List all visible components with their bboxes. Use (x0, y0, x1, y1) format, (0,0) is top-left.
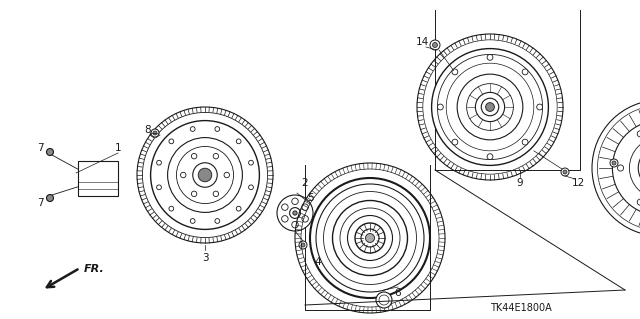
Circle shape (452, 139, 458, 145)
Text: 3: 3 (202, 253, 208, 263)
Circle shape (177, 146, 234, 204)
Text: 9: 9 (516, 178, 524, 188)
Circle shape (537, 104, 543, 110)
Circle shape (430, 40, 440, 50)
Circle shape (157, 160, 161, 165)
Circle shape (191, 153, 197, 159)
Text: 2: 2 (301, 178, 308, 188)
Circle shape (610, 159, 618, 167)
Circle shape (481, 98, 499, 116)
Circle shape (236, 139, 241, 144)
Circle shape (198, 168, 212, 182)
Circle shape (365, 234, 374, 242)
Circle shape (191, 191, 197, 197)
Circle shape (151, 129, 159, 137)
Circle shape (612, 161, 616, 165)
Circle shape (637, 199, 640, 205)
Circle shape (277, 195, 313, 231)
Circle shape (168, 137, 243, 212)
Circle shape (292, 221, 298, 228)
Circle shape (282, 216, 288, 222)
Circle shape (153, 131, 157, 135)
Circle shape (190, 219, 195, 223)
Circle shape (190, 127, 195, 131)
Circle shape (487, 154, 493, 160)
Circle shape (213, 191, 219, 197)
Circle shape (299, 241, 307, 249)
Circle shape (637, 131, 640, 137)
Circle shape (379, 295, 389, 305)
Text: 8: 8 (145, 125, 151, 135)
Circle shape (213, 153, 219, 159)
Circle shape (180, 172, 186, 178)
Circle shape (361, 229, 379, 247)
Circle shape (169, 206, 173, 211)
Text: 4: 4 (315, 257, 321, 267)
Circle shape (310, 178, 430, 298)
Circle shape (302, 204, 308, 211)
Circle shape (563, 170, 567, 174)
Bar (78, 160, 118, 196)
Circle shape (376, 292, 392, 308)
Circle shape (169, 139, 173, 144)
Circle shape (47, 149, 54, 155)
Text: 5: 5 (307, 193, 314, 203)
Text: 14: 14 (415, 37, 429, 47)
Circle shape (433, 42, 438, 48)
Circle shape (215, 219, 220, 223)
Circle shape (157, 185, 161, 190)
Text: 7: 7 (36, 143, 44, 153)
Circle shape (438, 104, 444, 110)
Text: 1: 1 (115, 143, 122, 153)
Text: 7: 7 (36, 198, 44, 208)
Circle shape (355, 223, 385, 253)
Circle shape (522, 139, 528, 145)
Circle shape (47, 195, 54, 202)
Circle shape (224, 172, 230, 178)
Circle shape (561, 168, 569, 176)
Circle shape (282, 204, 288, 211)
Circle shape (301, 243, 305, 247)
Text: 12: 12 (572, 178, 584, 188)
Circle shape (452, 69, 458, 75)
Circle shape (193, 163, 217, 187)
Circle shape (236, 206, 241, 211)
Circle shape (290, 208, 300, 219)
Text: 6: 6 (395, 288, 401, 298)
Text: TK44E1800A: TK44E1800A (490, 303, 552, 313)
Circle shape (248, 185, 253, 190)
Circle shape (150, 121, 259, 229)
Circle shape (215, 127, 220, 131)
Circle shape (487, 55, 493, 60)
Circle shape (248, 160, 253, 165)
Circle shape (612, 120, 640, 216)
Circle shape (292, 198, 298, 204)
Circle shape (293, 211, 297, 215)
Text: FR.: FR. (84, 264, 105, 274)
Circle shape (431, 48, 548, 165)
Circle shape (486, 103, 494, 111)
Circle shape (522, 69, 528, 75)
Circle shape (302, 216, 308, 222)
Circle shape (618, 165, 623, 171)
